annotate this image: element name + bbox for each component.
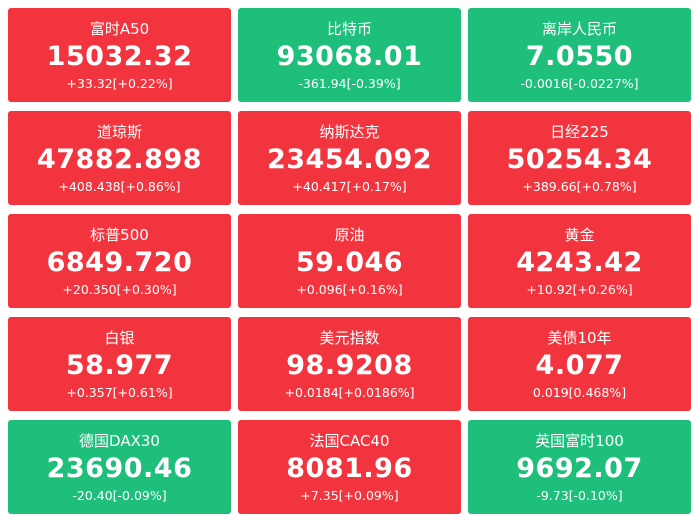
quote-change: +0.096[+0.16%] (296, 282, 403, 297)
quote-change: +20.350[+0.30%] (62, 282, 177, 297)
quote-change: +0.357[+0.61%] (66, 385, 173, 400)
quote-name: 法国CAC40 (309, 432, 390, 450)
quote-tile[interactable]: 美债10年 4.077 0.019[0.468%] (468, 317, 691, 411)
quote-change: -20.40[-0.09%] (72, 488, 167, 503)
quote-grid: 富时A50 15032.32 +33.32[+0.22%] 比特币 93068.01 -3… (8, 8, 692, 515)
quote-name: 离岸人民币 (541, 20, 617, 38)
quote-change: -361.94[-0.39%] (298, 76, 401, 91)
quote-price: 8081.96 (286, 453, 413, 484)
quote-tile[interactable]: 比特币 93068.01 -361.94[-0.39%] (238, 8, 461, 102)
quote-name: 黄金 (564, 226, 595, 244)
quote-name: 英国富时100 (535, 432, 624, 450)
quote-tile[interactable]: 黄金 4243.42 +10.92[+0.26%] (468, 214, 691, 308)
quote-tile[interactable]: 德国DAX30 23690.46 -20.40[-0.09%] (8, 420, 231, 514)
quote-price: 6849.720 (46, 247, 193, 278)
quote-change: +10.92[+0.26%] (526, 282, 633, 297)
quote-price: 9692.07 (516, 453, 643, 484)
quote-name: 原油 (334, 226, 365, 244)
quote-name: 德国DAX30 (79, 432, 160, 450)
quote-name: 日经225 (550, 123, 609, 141)
quote-name: 比特币 (326, 20, 372, 38)
quote-price: 23454.092 (266, 144, 433, 175)
quote-name: 美元指数 (319, 329, 380, 347)
quote-tile[interactable]: 白银 58.977 +0.357[+0.61%] (8, 317, 231, 411)
quote-tile[interactable]: 法国CAC40 8081.96 +7.35[+0.09%] (238, 420, 461, 514)
quote-price: 4.077 (535, 350, 624, 381)
quote-tile[interactable]: 富时A50 15032.32 +33.32[+0.22%] (8, 8, 231, 102)
quote-price: 50254.34 (506, 144, 653, 175)
quote-change: +7.35[+0.09%] (300, 488, 399, 503)
quote-price: 4243.42 (516, 247, 643, 278)
quote-change: +0.0184[+0.0186%] (284, 385, 415, 400)
quote-tile[interactable]: 道琼斯 47882.898 +408.438[+0.86%] (8, 111, 231, 205)
quote-change: +389.66[+0.78%] (522, 179, 637, 194)
quote-price: 59.046 (295, 247, 404, 278)
quote-tile[interactable]: 离岸人民币 7.0550 -0.0016[-0.0227%] (468, 8, 691, 102)
quote-tile[interactable]: 英国富时100 9692.07 -9.73[-0.10%] (468, 420, 691, 514)
quote-name: 美债10年 (547, 329, 612, 347)
quote-tile[interactable]: 美元指数 98.9208 +0.0184[+0.0186%] (238, 317, 461, 411)
quote-name: 纳斯达克 (319, 123, 380, 141)
quote-change: -0.0016[-0.0227%] (520, 76, 639, 91)
quote-tile[interactable]: 标普500 6849.720 +20.350[+0.30%] (8, 214, 231, 308)
quote-change: +408.438[+0.86%] (58, 179, 181, 194)
quote-tile[interactable]: 纳斯达克 23454.092 +40.417[+0.17%] (238, 111, 461, 205)
quote-price: 23690.46 (46, 453, 193, 484)
quote-tile[interactable]: 日经225 50254.34 +389.66[+0.78%] (468, 111, 691, 205)
quote-name: 标普500 (90, 226, 149, 244)
quote-price: 98.9208 (286, 350, 413, 381)
quote-name: 道琼斯 (96, 123, 142, 141)
quote-price: 7.0550 (525, 41, 634, 72)
quote-change: +40.417[+0.17%] (292, 179, 407, 194)
quote-price: 47882.898 (36, 144, 203, 175)
quote-change: +33.32[+0.22%] (66, 76, 173, 91)
quote-name: 白银 (104, 329, 135, 347)
quote-name: 富时A50 (89, 20, 150, 38)
quote-price: 58.977 (65, 350, 174, 381)
quote-price: 15032.32 (46, 41, 193, 72)
quote-price: 93068.01 (276, 41, 423, 72)
quote-change: 0.019[0.468%] (532, 385, 627, 400)
quote-tile[interactable]: 原油 59.046 +0.096[+0.16%] (238, 214, 461, 308)
quote-change: -9.73[-0.10%] (536, 488, 623, 503)
